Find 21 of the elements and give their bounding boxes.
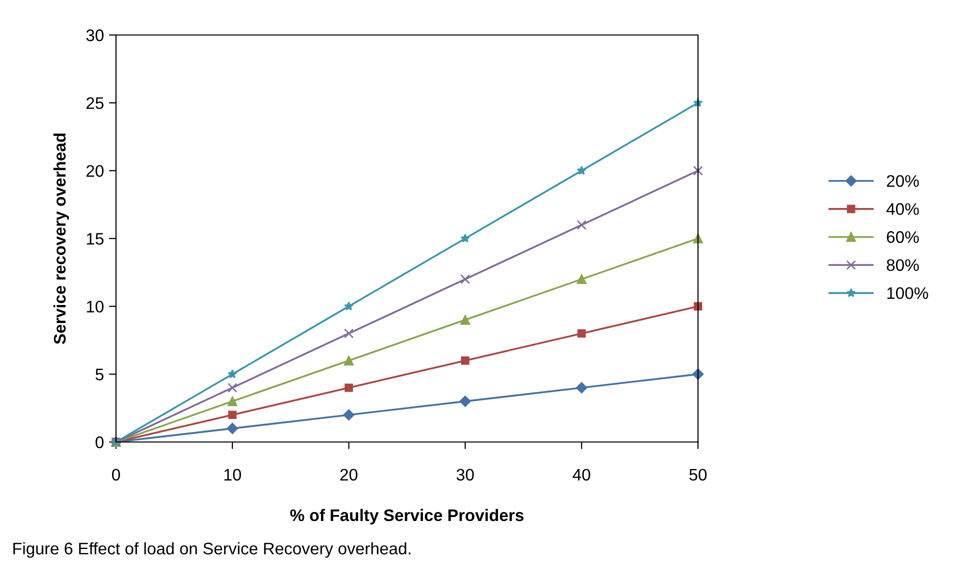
y-tick-label: 0 <box>96 436 104 448</box>
y-tick-label: 30 <box>86 29 104 42</box>
x-tick-label: 50 <box>689 468 707 481</box>
legend-label: 40% <box>886 203 919 215</box>
x-tick-label: 30 <box>456 468 474 481</box>
legend-label: 60% <box>886 231 919 243</box>
legend-label: 80% <box>886 259 919 272</box>
y-tick-label: 5 <box>96 368 104 380</box>
y-axis-title: Service recovery overhead <box>53 134 69 344</box>
y-tick-label: 15 <box>86 233 104 245</box>
legend-label: 20% <box>886 175 919 187</box>
y-tick-label: 10 <box>86 300 104 313</box>
x-tick-label: 20 <box>340 468 358 481</box>
x-axis-title: % of Faulty Service Providers <box>290 508 524 524</box>
caption: Figure 6 Effect of load on Service Recovery overhead. <box>13 542 410 558</box>
y-tick-label: 20 <box>86 165 104 177</box>
x-tick-label: 0 <box>112 468 120 481</box>
x-tick-label: 10 <box>224 468 242 481</box>
legend-label: 100% <box>887 287 928 300</box>
y-tick-label: 25 <box>86 97 104 110</box>
x-tick-label: 40 <box>572 468 590 481</box>
